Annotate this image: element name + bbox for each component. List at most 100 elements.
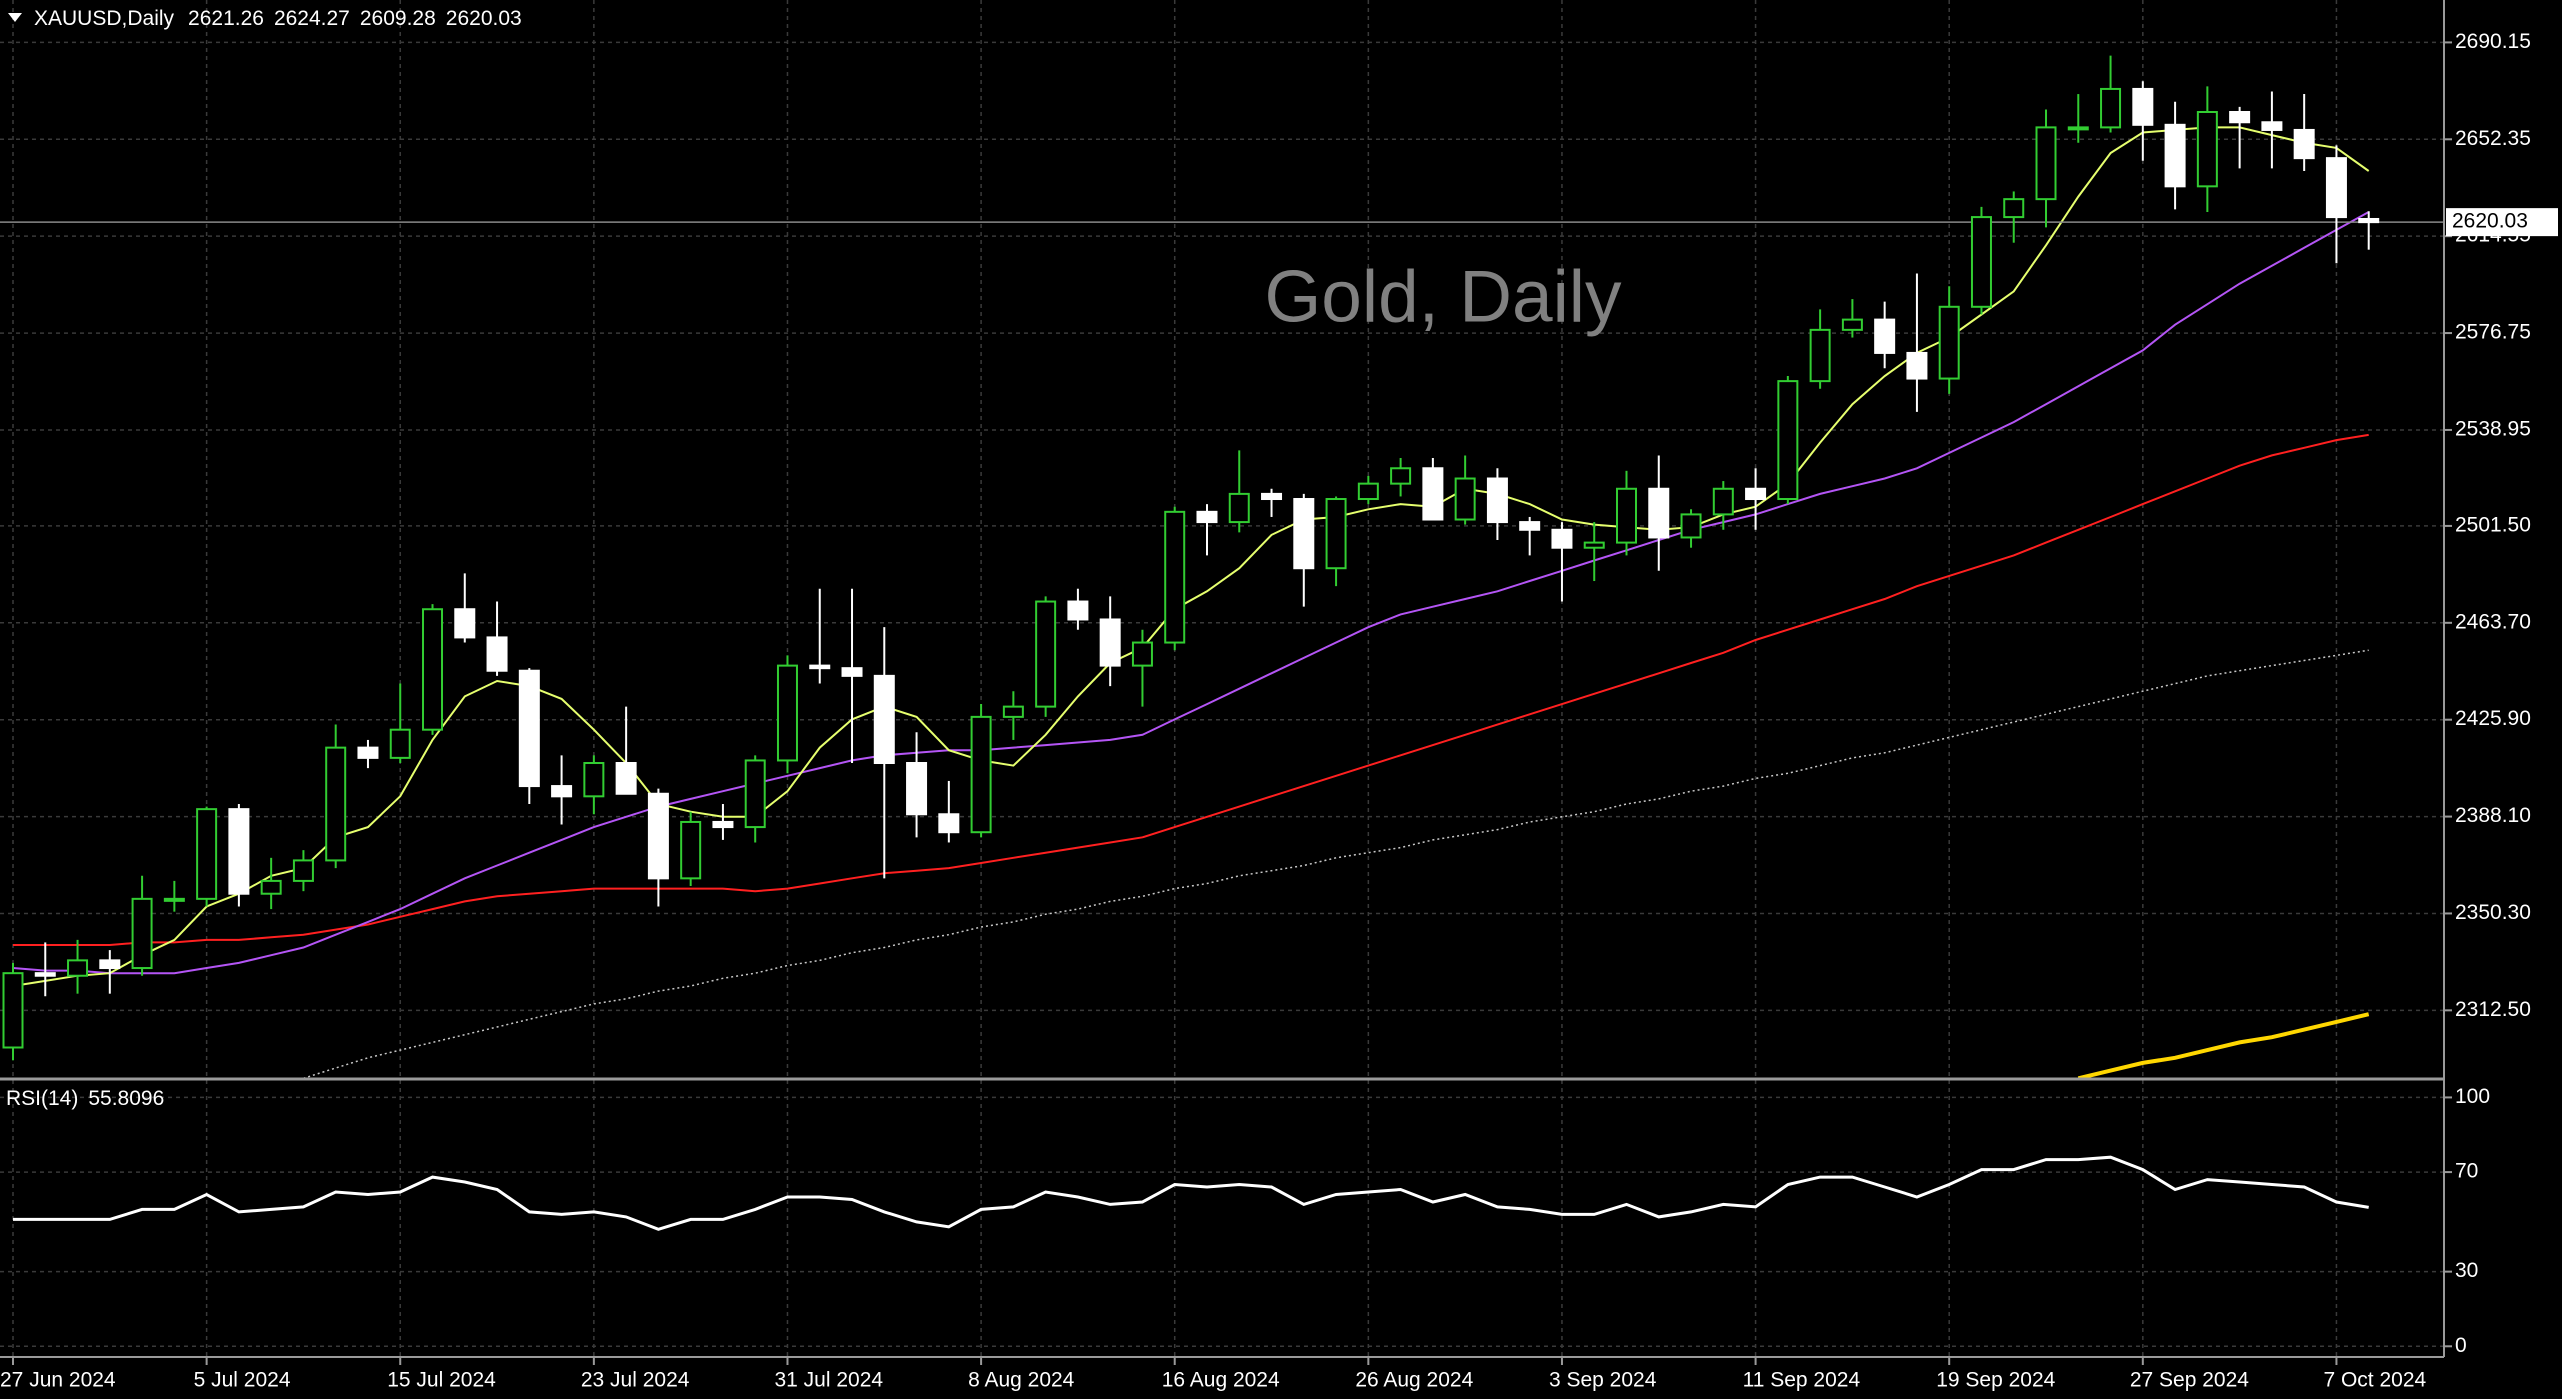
- candle-body: [357, 746, 379, 759]
- candle-body: [1131, 641, 1153, 667]
- x-tick-label: 26 Aug 2024: [1355, 1369, 1473, 1392]
- candle-body: [131, 897, 153, 970]
- candle-body: [1454, 477, 1476, 521]
- candle-body: [2035, 126, 2057, 201]
- x-tick-label: 11 Sep 2024: [1743, 1369, 1861, 1392]
- moving-average: [12, 211, 2370, 975]
- candle-body: [2358, 217, 2380, 224]
- candle-body: [196, 808, 218, 900]
- rsi-y-tick-label: 70: [2455, 1160, 2478, 1183]
- y-tick-label: 2690.15: [2455, 30, 2531, 53]
- last-high: 2624.27: [274, 7, 350, 30]
- candle-body: [744, 759, 766, 829]
- candle-body: [486, 636, 508, 672]
- candle-body: [2, 972, 24, 1049]
- axes: [0, 0, 2445, 1358]
- x-tick-label: 16 Aug 2024: [1162, 1369, 1280, 1392]
- candle-body: [2132, 87, 2154, 126]
- candle-body: [1519, 521, 1541, 531]
- y-tick-label: 2652.35: [2455, 127, 2531, 150]
- rsi-plot: [13, 1155, 2369, 1231]
- watermark: Gold, Daily: [1264, 256, 1622, 337]
- y-tick-label: 2312.50: [2455, 998, 2531, 1021]
- moving-average: [13, 433, 2369, 946]
- candle-body: [841, 667, 863, 677]
- y-tick-label: 2425.90: [2455, 707, 2531, 730]
- overlays: [0, 126, 2444, 1078]
- candle-body: [2261, 121, 2283, 131]
- candle-body: [454, 608, 476, 639]
- candle-body: [292, 859, 314, 882]
- rsi-y-tick-label: 100: [2455, 1085, 2490, 1108]
- candle-body: [1486, 477, 1508, 524]
- candle-body: [1035, 600, 1057, 708]
- candle-body: [906, 762, 928, 816]
- candle-body: [325, 746, 347, 862]
- candle-body: [163, 897, 185, 902]
- y-tick-label: 2463.70: [2455, 610, 2531, 633]
- candle-body: [1357, 482, 1379, 501]
- x-tick-label: 7 Oct 2024: [2323, 1369, 2426, 1392]
- candle-body: [647, 792, 669, 880]
- rsi-last-value: 55.8096: [88, 1087, 164, 1110]
- candle-body: [1616, 487, 1637, 544]
- candle-body: [2164, 123, 2186, 188]
- candle-body: [228, 808, 250, 895]
- candle-body: [2293, 128, 2315, 160]
- candle-body: [1422, 467, 1444, 521]
- candle-body: [776, 664, 798, 762]
- candle-body: [583, 762, 605, 798]
- candle-body: [99, 959, 121, 970]
- symbol-menu-arrow[interactable]: [8, 13, 22, 22]
- candle-body: [970, 715, 992, 834]
- candle-body: [2100, 87, 2122, 129]
- x-tick-label: 3 Sep 2024: [1549, 1369, 1657, 1392]
- last-low: 2609.28: [360, 7, 436, 30]
- candle-body: [422, 608, 444, 731]
- candle-body: [260, 879, 282, 895]
- candle-body: [809, 664, 831, 670]
- moving-average: [2077, 1012, 2370, 1078]
- last-open: 2621.26: [188, 7, 264, 30]
- x-tick-label: 5 Jul 2024: [194, 1369, 291, 1392]
- moving-average: [12, 126, 2370, 987]
- rsi-y-tick-label: 30: [2455, 1259, 2478, 1282]
- candle-body: [1390, 467, 1412, 485]
- candle-body: [1712, 487, 1734, 516]
- candle-body: [518, 669, 540, 788]
- y-tick-label: 2538.95: [2455, 417, 2531, 440]
- candle-body: [1938, 305, 1960, 380]
- last-price-box: [2446, 208, 2558, 237]
- candle-body: [1809, 328, 1831, 383]
- candle-body: [1067, 600, 1089, 621]
- candle-body: [1583, 541, 1605, 549]
- x-tick-label: 23 Jul 2024: [581, 1369, 690, 1392]
- candle-body: [1002, 705, 1024, 718]
- candle-body: [1841, 318, 1863, 331]
- candle-body: [2325, 157, 2347, 219]
- x-tick-label: 19 Sep 2024: [1936, 1369, 2055, 1392]
- x-tick-label: 15 Jul 2024: [387, 1369, 496, 1392]
- candle-body: [1196, 510, 1218, 524]
- candle-body: [2067, 126, 2089, 131]
- last-close: 2620.03: [446, 7, 522, 30]
- candle-body: [615, 762, 637, 795]
- candle-body: [873, 674, 895, 765]
- candle-body: [1261, 492, 1283, 501]
- x-tick-label: 8 Aug 2024: [968, 1369, 1075, 1392]
- rsi-y-tick-label: 0: [2455, 1334, 2467, 1357]
- y-tick-label: 2388.10: [2455, 804, 2531, 827]
- candle-body: [34, 972, 56, 977]
- rsi-line: [13, 1155, 2369, 1231]
- candle-body: [1874, 318, 1896, 354]
- rsi-header: RSI(14) 55.8096: [6, 1087, 164, 1110]
- candle-body: [712, 820, 734, 829]
- candle-body: [1777, 380, 1799, 501]
- labels: 27 Jun 2024 5 Jul 2024 15 Jul 2024 23 Jul 2…: [0, 30, 2558, 1392]
- candle-body: [1293, 498, 1315, 570]
- candle-body: [1164, 510, 1186, 644]
- last-price-label: 2620.03: [2452, 210, 2528, 233]
- candles: [2, 55, 2380, 1061]
- x-tick-label: 31 Jul 2024: [774, 1369, 883, 1392]
